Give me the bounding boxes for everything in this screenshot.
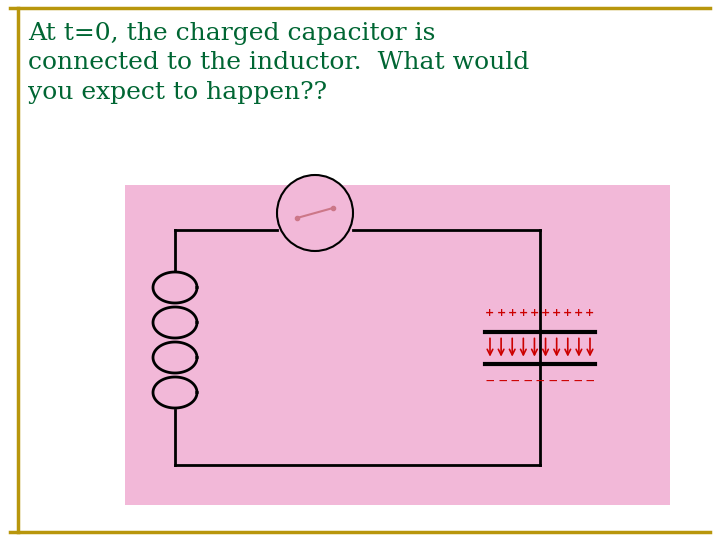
Bar	[125, 185, 670, 505]
Text: +: +	[552, 308, 562, 319]
Text: —: —	[548, 377, 557, 386]
Text: +: +	[585, 308, 595, 319]
Text: +: +	[541, 308, 550, 319]
Text: +: +	[497, 308, 505, 319]
Circle shape	[277, 175, 353, 251]
Text: +: +	[575, 308, 583, 319]
Text: —: —	[510, 377, 519, 386]
Text: —: —	[523, 377, 532, 386]
Text: +: +	[530, 308, 539, 319]
Text: +: +	[563, 308, 572, 319]
Text: —: —	[536, 377, 544, 386]
Text: —: —	[586, 377, 594, 386]
Text: —: —	[486, 377, 494, 386]
Text: +: +	[485, 308, 495, 319]
Text: At t=0, the charged capacitor is
connected to the inductor.  What would
you expe: At t=0, the charged capacitor is connect…	[28, 22, 529, 104]
Text: —: —	[498, 377, 507, 386]
Text: —: —	[561, 377, 570, 386]
Text: —: —	[573, 377, 582, 386]
Text: +: +	[518, 308, 528, 319]
Text: +: +	[508, 308, 517, 319]
